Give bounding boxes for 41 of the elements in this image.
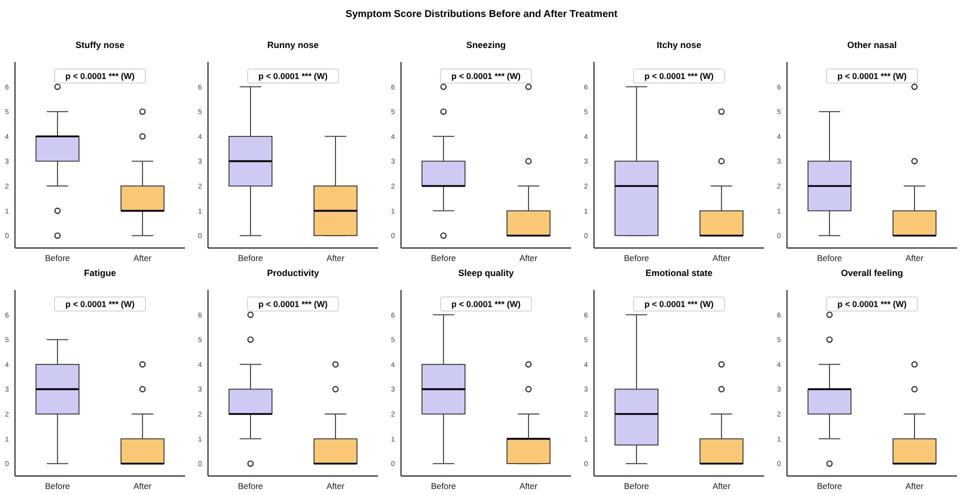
x-tick-label: Before [430,481,456,491]
x-tick-label: After [906,481,924,491]
x-tick-label: After [712,253,731,263]
text: Symptom Score Distributions Before and After Treatment [346,9,618,20]
x-tick-label: Before [816,253,842,263]
annotation: p < 0.0001 *** (W) [258,298,328,309]
x-tick-label: After [520,481,538,491]
chart-title: Sleep quality [458,268,514,278]
x-tick-label: Before [816,481,842,491]
x-tick-label: After [134,481,152,491]
x-tick-label: Before [44,253,70,263]
annotation: p < 0.0001 *** (W) [837,70,907,81]
annotation: p < 0.0001 *** (W) [644,298,714,309]
annotation: p < 0.0001 *** (W) [258,70,328,81]
chart-title: Sneezing [466,40,506,50]
x-tick-label: After [326,481,345,491]
x-tick-label: After [134,253,152,263]
chart-title: Itchy nose [656,40,702,50]
annotation: p < 0.0001 *** (W) [451,70,521,81]
x-tick-label: Before [238,253,264,263]
x-tick-label: After [906,253,924,263]
chart-title: Overall feeling [840,268,904,278]
x-tick-label: Before [624,481,650,491]
x-tick-label: After [712,481,731,491]
chart-title: Runny nose [267,40,319,50]
annotation: p < 0.0001 *** (W) [837,298,907,309]
x-tick-label: Before [430,253,456,263]
annotation: p < 0.0001 *** (W) [65,298,135,309]
chart-title: Other nasal [847,40,897,50]
annotation: p < 0.0001 *** (W) [644,70,714,81]
x-tick-label: Before [238,481,264,491]
x-tick-label: After [520,253,538,263]
x-tick-label: After [326,253,345,263]
chart-title: Emotional state [645,268,713,278]
chart-title: Productivity [266,268,320,278]
x-tick-label: Before [624,253,650,263]
annotation: p < 0.0001 *** (W) [451,298,521,309]
annotation: p < 0.0001 *** (W) [65,70,135,81]
chart-title: Fatigue [84,268,116,278]
x-tick-label: Before [44,481,70,491]
chart-title: Stuffy nose [75,40,125,50]
